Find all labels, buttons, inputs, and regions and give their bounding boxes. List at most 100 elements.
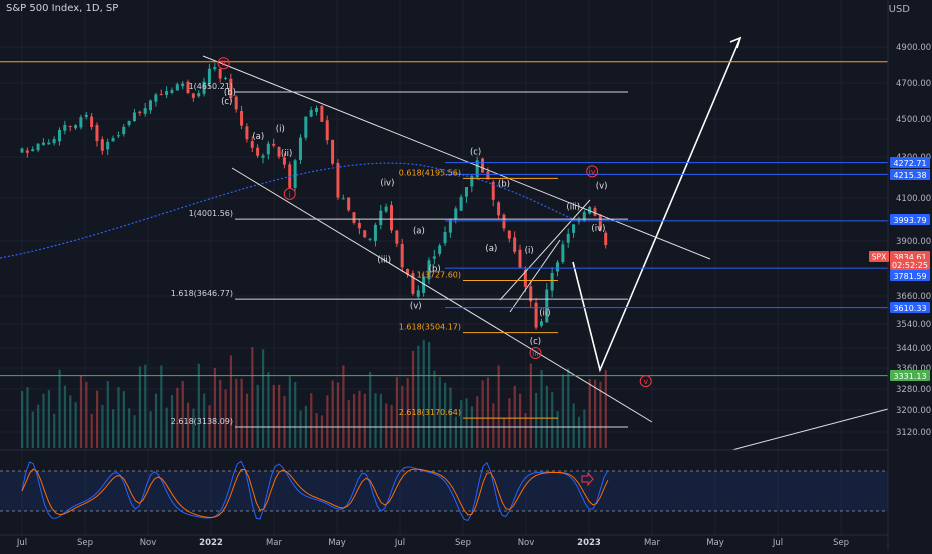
candle-body <box>261 155 265 158</box>
volume-bar <box>572 403 575 448</box>
currency-label: USD <box>888 4 910 15</box>
price-tick-label: 4900.00 <box>896 43 931 53</box>
price-tick-label: 3120.00 <box>896 428 931 438</box>
time-tick-label: Nov <box>140 538 157 548</box>
price-tick-label: 3660.00 <box>896 292 931 302</box>
volume-bar <box>454 416 457 448</box>
candle-body <box>341 198 345 200</box>
volume-bar <box>417 345 420 448</box>
price-tag-label: 4215.38 <box>893 171 926 180</box>
volume-bar <box>229 355 233 448</box>
fib-label: 2.618(3170.64) <box>399 408 461 417</box>
volume-bar <box>208 405 211 448</box>
volume-bar <box>79 375 83 448</box>
volume-bar <box>213 367 216 448</box>
candle-body <box>132 112 136 122</box>
candle-body <box>31 149 35 152</box>
volume-bar <box>235 378 238 448</box>
volume-bar <box>529 363 532 448</box>
candle-body <box>379 210 383 226</box>
volume-bar <box>513 385 516 448</box>
volume-bar <box>561 374 565 448</box>
volume-bar <box>422 339 425 448</box>
price-tag-label: 3834.61 <box>893 253 926 262</box>
candle-body <box>529 286 533 302</box>
volume-bar <box>283 395 286 448</box>
candle-body <box>518 249 522 268</box>
wave-label: (b) <box>224 88 236 98</box>
candle-body <box>234 96 238 110</box>
candle-body <box>138 111 142 114</box>
volume-bar <box>336 382 340 448</box>
candle-body <box>207 68 211 83</box>
candle-body <box>25 150 29 153</box>
volume-bar <box>176 387 179 448</box>
candle-body <box>331 139 335 164</box>
candle-body <box>106 141 110 150</box>
wave-circle <box>586 165 599 178</box>
wave-label: (a) <box>252 132 264 142</box>
volume-bar <box>492 403 495 448</box>
long-trendline <box>731 408 889 451</box>
wave-label: v <box>643 377 648 386</box>
wave-label: i <box>289 190 291 199</box>
volume-bar <box>69 395 72 448</box>
time-tick-label: Mar <box>266 538 283 548</box>
candle-body <box>432 256 436 259</box>
candle-body <box>422 276 426 293</box>
volume-bar <box>144 364 147 448</box>
price-tag-bg <box>890 370 930 381</box>
candle-body <box>127 120 131 126</box>
wave-circle <box>639 375 652 388</box>
wave-label: iii <box>532 349 539 358</box>
volume-bar <box>583 409 586 448</box>
candle-body <box>52 139 56 144</box>
volume-bar <box>535 392 538 448</box>
wave-label: (a) <box>413 226 425 236</box>
candle-body <box>384 206 388 212</box>
time-tick-label: Jul <box>772 538 783 548</box>
candle-body <box>186 81 190 94</box>
volume-bar <box>320 415 324 448</box>
candle-body <box>556 262 559 272</box>
volume-bar <box>427 342 431 448</box>
price-tag-label: 3993.79 <box>893 216 926 225</box>
candle-body <box>41 142 45 145</box>
candle-body <box>598 214 602 231</box>
candle-body <box>95 125 99 142</box>
volume-bar <box>502 417 506 448</box>
candle-body <box>550 272 554 291</box>
candle-body <box>588 206 592 214</box>
fib-label: 2.618(3138.09) <box>171 417 233 426</box>
price-tick-label: 3440.00 <box>896 344 931 354</box>
volume-bar <box>53 413 56 448</box>
candle-body <box>486 171 490 180</box>
volume-bar <box>251 347 254 448</box>
volume-bar <box>240 378 243 448</box>
candle-body <box>368 238 372 240</box>
price-tag-bg <box>890 259 930 270</box>
wave-label: (iii) <box>377 255 391 265</box>
volume-bar <box>256 384 259 448</box>
price-tag-label: 3781.59 <box>893 272 926 281</box>
wave-label: (ii) <box>539 308 550 318</box>
volume-bar <box>593 379 597 448</box>
volume-bar <box>342 365 345 448</box>
price-tag-label: 3610.33 <box>893 304 926 313</box>
candle-body <box>347 197 351 211</box>
candle-body <box>165 91 169 95</box>
volume-bar <box>154 393 158 448</box>
volume-bar <box>267 372 270 448</box>
candle-body <box>604 232 608 246</box>
candle-body <box>74 125 78 129</box>
candle-body <box>191 93 195 98</box>
time-tick-label: 2023 <box>577 538 601 548</box>
volume-bar <box>438 376 441 448</box>
wave-label: (a) <box>485 244 497 254</box>
volume-bar <box>497 365 500 448</box>
volume-bar <box>278 384 281 448</box>
volume-bar <box>85 381 88 448</box>
candle-body <box>389 205 393 231</box>
volume-bar <box>245 393 249 448</box>
